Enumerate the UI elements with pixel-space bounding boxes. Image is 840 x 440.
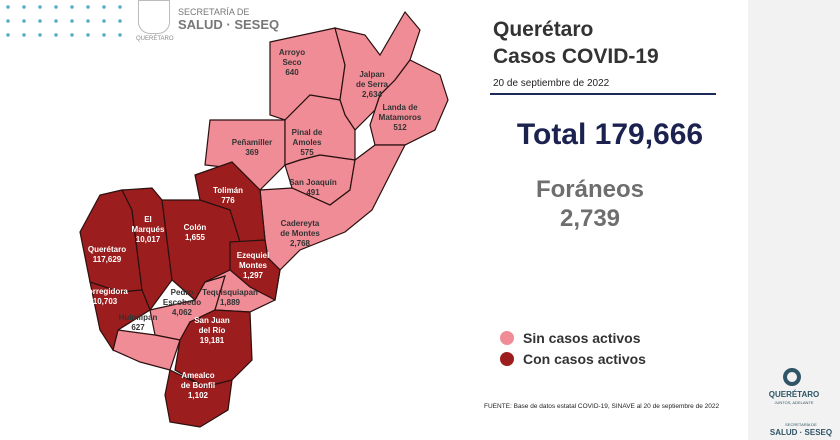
- legend-label: Con casos activos: [523, 351, 646, 367]
- legend-item-inactive: Sin casos activos: [500, 330, 641, 346]
- municipality-label: Corregidora 10,703: [82, 287, 128, 306]
- municipality-label: Pinal de Amoles 575: [292, 128, 323, 157]
- municipality-cases: 19,181: [200, 336, 225, 345]
- municipality-cases: 1,889: [220, 298, 241, 307]
- municipality-label: Landa de Matamoros 512: [379, 103, 422, 132]
- brand-sub: JUNTOS, ADELANTE: [774, 400, 814, 405]
- side-secretaria: SECRETARÍA DE: [785, 422, 817, 427]
- municipality-name: Ezequiel: [237, 251, 269, 260]
- side-panel: [748, 0, 840, 440]
- title-state: Querétaro: [493, 18, 594, 41]
- queretaro-q-logo-icon: [783, 368, 801, 386]
- municipality-label: Amealco de Bonfil 1,102: [181, 371, 215, 400]
- municipality-label: Pedro Escobedo 4,062: [163, 288, 201, 317]
- municipality-cases: 2,768: [290, 239, 311, 248]
- municipality-label: Colón 1,655: [184, 223, 207, 242]
- state-seal-icon: [138, 0, 170, 34]
- legend-item-active: Con casos activos: [500, 351, 646, 367]
- foraneos-label: Foráneos: [535, 176, 645, 203]
- legend-swatch-icon: [500, 331, 514, 345]
- municipality-name: de Bonfil: [181, 381, 215, 390]
- municipality-name: Tequisquiapan: [202, 288, 258, 297]
- municipality-label: San Joaquín 491: [289, 178, 337, 197]
- municipality-cases: 575: [300, 148, 314, 157]
- municipality-label: Jalpan de Serra 2,634: [356, 70, 389, 99]
- municipality-name: Arroyo: [279, 48, 305, 57]
- municipality-label: Cadereyta de Montes 2,768: [280, 219, 320, 248]
- municipality-name: Escobedo: [163, 298, 201, 307]
- municipality-name: San Joaquín: [289, 178, 337, 187]
- queretaro-map: Arroyo Seco 640 Jalpan de Serra 2,634 Landa de…: [79, 10, 449, 428]
- municipality-cases: 2,634: [362, 90, 383, 99]
- municipality-region: [164, 369, 233, 428]
- municipality-region: [229, 239, 281, 301]
- municipality-name: Tolimán: [213, 186, 243, 195]
- secretaria-label: SECRETARÍA DE: [178, 7, 250, 17]
- municipality-name: Marqués: [132, 225, 165, 234]
- total-cases: Total 179,666: [516, 118, 704, 151]
- municipality-region: [89, 281, 151, 352]
- foraneos-value: 2,739: [559, 205, 621, 232]
- municipality-cases: 369: [245, 148, 259, 157]
- municipality-name: Amealco: [181, 371, 214, 380]
- municipality-cases: 1,297: [243, 271, 264, 280]
- municipality-cases: 1,655: [185, 233, 206, 242]
- municipality-label: Peñamiller 369: [232, 138, 272, 157]
- municipality-region: [174, 309, 253, 388]
- municipality-name: Peñamiller: [232, 138, 272, 147]
- municipality-name: Querétaro: [88, 245, 126, 254]
- municipality-region: [121, 187, 173, 312]
- municipality-cases: 1,102: [188, 391, 209, 400]
- title-covid: Casos COVID-19: [493, 45, 659, 68]
- municipality-cases: 117,629: [93, 255, 122, 264]
- municipality-name: Corregidora: [82, 287, 128, 296]
- municipality-label: Querétaro 117,629: [88, 245, 126, 264]
- municipality-label: Tequisquiapan 1,889: [202, 288, 258, 307]
- municipality-cases: 776: [221, 196, 235, 205]
- legend-swatch-icon: [500, 352, 514, 366]
- municipality-label: Huimilpan 627: [119, 313, 158, 332]
- municipality-name: Landa de: [382, 103, 418, 112]
- municipality-name: Huimilpan: [119, 313, 158, 322]
- municipality-cases: 640: [285, 68, 299, 77]
- divider: [490, 93, 716, 95]
- legend-label: Sin casos activos: [523, 330, 641, 346]
- municipality-region: [369, 59, 449, 146]
- municipality-cases: 10,703: [93, 297, 118, 306]
- municipality-name: Colón: [184, 223, 207, 232]
- municipality-name: El: [144, 215, 152, 224]
- municipality-label: Ezequiel Montes 1,297: [237, 251, 269, 280]
- municipality-cases: 4,062: [172, 308, 193, 317]
- municipality-name: Pinal de: [292, 128, 323, 137]
- municipality-label: Tolimán 776: [213, 186, 243, 205]
- seal-caption: QUERÉTARO: [136, 36, 174, 42]
- dot-pattern-decoration: [0, 0, 125, 40]
- municipality-name: de Serra: [356, 80, 389, 89]
- municipality-name: Matamoros: [379, 113, 422, 122]
- municipality-cases: 627: [131, 323, 145, 332]
- municipality-name: Seco: [282, 58, 301, 67]
- municipality-label: San Juan del Río 19,181: [194, 316, 230, 345]
- municipality-name: Amoles: [293, 138, 322, 147]
- municipality-name: del Río: [199, 326, 226, 335]
- municipality-name: Montes: [239, 261, 268, 270]
- source-note: FUENTE: Base de datos estatal COVID-19, …: [484, 403, 720, 410]
- municipality-name: San Juan: [194, 316, 230, 325]
- municipality-name: de Montes: [280, 229, 320, 238]
- side-salud: SALUD · SESEQ: [769, 428, 833, 437]
- municipality-cases: 10,017: [136, 235, 161, 244]
- municipality-name: Jalpan: [359, 70, 384, 79]
- municipality-name: Pedro: [171, 288, 194, 297]
- municipality-label: El Marqués 10,017: [132, 215, 165, 244]
- salud-seseq-label: SALUD · SESEQ: [178, 17, 280, 32]
- report-date: 20 de septiembre de 2022: [493, 78, 610, 89]
- municipality-cases: 512: [393, 123, 407, 132]
- municipality-name: Cadereyta: [281, 219, 320, 228]
- municipality-label: Arroyo Seco 640: [279, 48, 305, 77]
- brand-label: QUERÉTARO: [768, 390, 820, 399]
- municipality-cases: 491: [306, 188, 320, 197]
